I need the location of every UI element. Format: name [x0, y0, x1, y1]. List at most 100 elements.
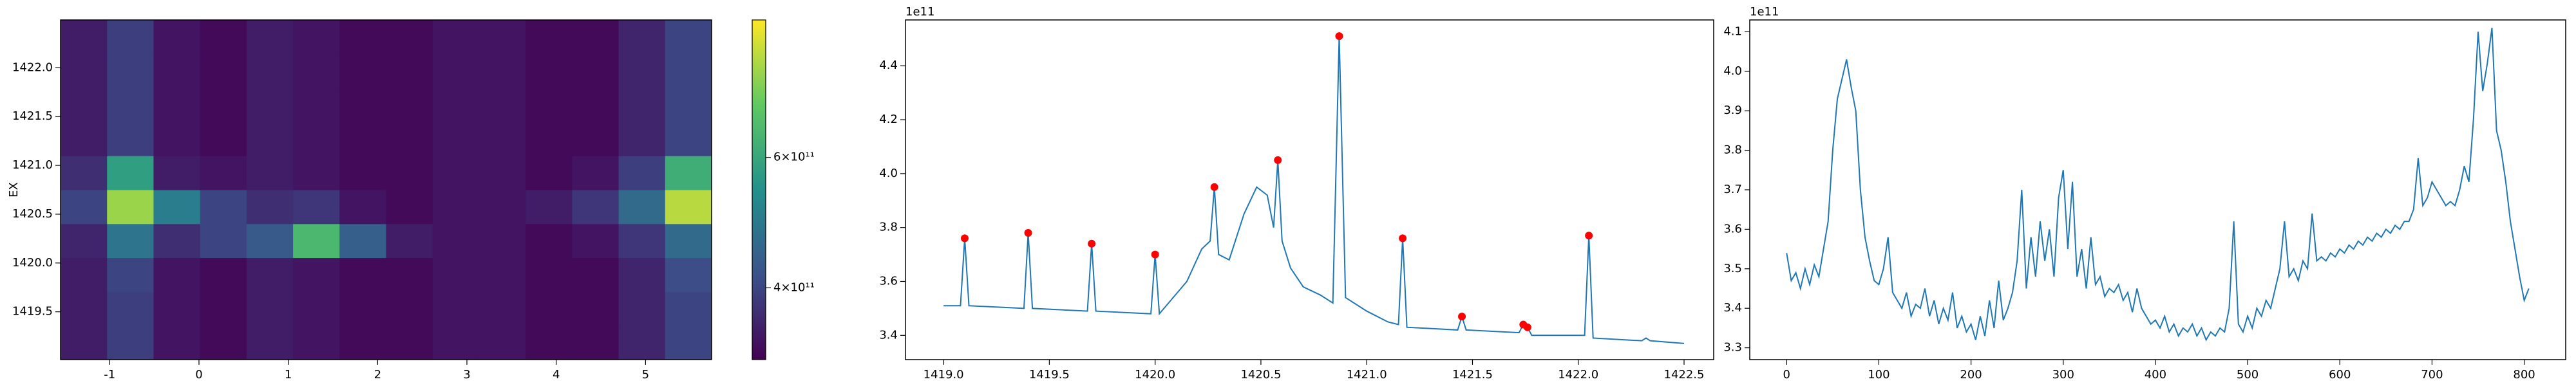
heatmap-cell — [526, 156, 573, 190]
heatmap-cell — [386, 291, 433, 326]
peak-marker — [1024, 229, 1032, 237]
heatmap-cell — [339, 20, 386, 55]
heatmap-cell — [339, 87, 386, 122]
heatmap-cell — [246, 190, 294, 225]
heatmap-cell — [339, 122, 386, 156]
heatmap-cell — [61, 20, 108, 55]
heatmap-cell — [61, 87, 108, 122]
heatmap-cell — [478, 326, 526, 360]
heatmap-cell — [386, 326, 433, 360]
heatmap-cell — [572, 87, 620, 122]
heatmap-cell — [107, 291, 154, 326]
heatmap-cell — [293, 223, 340, 259]
x-tick-label: 600 — [2329, 368, 2351, 381]
heatmap-cell — [339, 291, 386, 326]
heatmap-cell — [61, 156, 108, 190]
heatmap-cell — [432, 87, 480, 122]
heatmap-cell — [200, 20, 247, 55]
heatmap-cell — [200, 122, 247, 156]
heatmap-cell — [572, 223, 620, 259]
heatmap-cell — [107, 190, 154, 225]
heatmap-cell — [572, 257, 620, 292]
heatmap-cell — [246, 156, 294, 190]
x-tick-label: 0 — [195, 368, 202, 381]
heatmap-cell — [665, 190, 712, 225]
peak-marker — [1523, 323, 1531, 331]
heatmap-cell — [107, 122, 154, 156]
heatmap-cell — [432, 156, 480, 190]
heatmap-cell — [386, 156, 433, 190]
heatmap-cell — [665, 122, 712, 156]
y-tick-label: 3.5 — [1723, 262, 1742, 275]
heatmap-cell — [386, 53, 433, 89]
y-tick-label: 1421.0 — [12, 158, 53, 172]
heatmap-cell — [153, 122, 201, 156]
heatmap-cell — [618, 190, 666, 225]
heatmap-cell — [665, 87, 712, 122]
x-tick-label: 400 — [2145, 368, 2166, 381]
heatmap-cell — [293, 257, 340, 292]
heatmap-cell — [200, 190, 247, 225]
heatmap-cell — [293, 291, 340, 326]
heatmap-cell — [478, 190, 526, 225]
axis-offset: 1e11 — [905, 5, 934, 19]
heatmap-cell — [61, 122, 108, 156]
heatmap-cell — [526, 122, 573, 156]
heatmap-cell — [107, 223, 154, 259]
x-tick-label: 1420.5 — [1240, 368, 1281, 381]
heatmap-cell — [200, 257, 247, 292]
heatmap-cell — [61, 291, 108, 326]
heatmap-cell — [665, 291, 712, 326]
heatmap-cell — [61, 190, 108, 225]
heatmap-cell — [107, 257, 154, 292]
heatmap-cell — [386, 223, 433, 259]
heatmap-cell — [618, 87, 666, 122]
x-tick-label: 3 — [463, 368, 470, 381]
heatmap-cell — [478, 87, 526, 122]
heatmap-cell — [618, 122, 666, 156]
heatmap-cell — [293, 53, 340, 89]
heatmap-cell — [153, 291, 201, 326]
heatmap-cell — [478, 53, 526, 89]
x-tick-label: 2 — [374, 368, 381, 381]
heatmap-cell — [246, 291, 294, 326]
x-tick-label: 300 — [2052, 368, 2074, 381]
x-tick-label: 1421.5 — [1452, 368, 1493, 381]
axis-offset: 1e11 — [1750, 5, 1779, 19]
axes-frame — [905, 19, 1714, 360]
heatmap-cell — [478, 257, 526, 292]
axes-frame — [60, 19, 712, 360]
heatmap-cell — [200, 53, 247, 89]
heatmap-cell — [107, 20, 154, 55]
heatmap-cell — [432, 122, 480, 156]
heatmap-cell — [572, 156, 620, 190]
y-tick-label: 3.4 — [1723, 301, 1742, 315]
heatmap-cell — [246, 87, 294, 122]
heatmap-cell — [246, 20, 294, 55]
heatmap-cell — [526, 257, 573, 292]
y-tick-label: 3.3 — [1723, 341, 1742, 354]
colorbar-tick-label: 6×10¹¹ — [773, 151, 815, 164]
y-tick-label: 3.8 — [879, 221, 898, 234]
peak-marker — [1458, 312, 1466, 320]
heatmap-cell — [478, 122, 526, 156]
heatmap-cell — [665, 223, 712, 259]
heatmap-cell — [386, 20, 433, 55]
heatmap-cell — [665, 326, 712, 360]
y-tick-label: 1422.0 — [12, 60, 53, 74]
heatmap-cell — [572, 190, 620, 225]
peak-marker — [960, 234, 969, 243]
data-line — [1786, 28, 2530, 342]
heatmap-cell — [246, 53, 294, 89]
x-tick-label: 1422.0 — [1558, 368, 1598, 381]
heatmap-cell — [386, 122, 433, 156]
heatmap-cell — [526, 87, 573, 122]
heatmap-cell — [526, 20, 573, 55]
heatmap-cell — [153, 156, 201, 190]
heatmap-cell — [386, 190, 433, 225]
heatmap-cell — [432, 257, 480, 292]
heatmap-cell — [339, 223, 386, 259]
heatmap-cell — [200, 326, 247, 360]
heatmap-cell — [339, 53, 386, 89]
